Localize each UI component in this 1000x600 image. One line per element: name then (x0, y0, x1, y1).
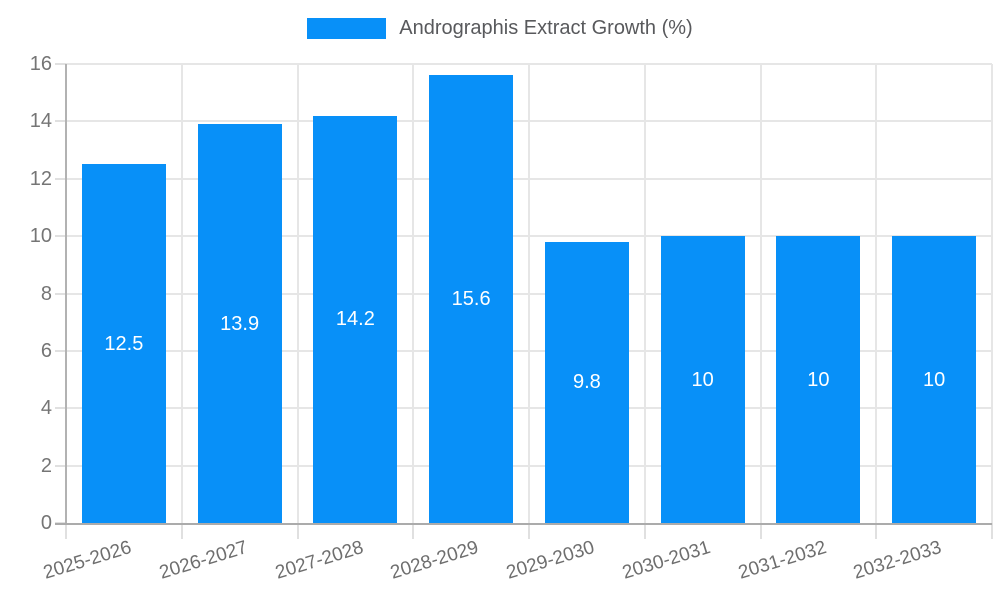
bar-value-label: 10 (923, 368, 946, 391)
bar (313, 115, 398, 523)
x-axis-tick (412, 523, 415, 539)
x-axis-tick-label: 2029-2030 (503, 537, 598, 584)
gridline-vertical (759, 64, 762, 523)
legend: Andrographis Extract Growth (%) (0, 17, 1000, 40)
y-axis-tick-label: 4 (40, 397, 52, 420)
y-axis-tick-label: 8 (40, 282, 52, 305)
gridline-vertical (643, 64, 646, 523)
bar-value-label: 14.2 (335, 308, 375, 331)
x-axis-tick-label: 2026-2027 (156, 537, 250, 584)
bar (544, 241, 629, 523)
x-axis-tick (528, 523, 530, 539)
x-axis-tick-label: 2025-2026 (40, 537, 135, 584)
bar (660, 236, 745, 523)
y-axis-tick-label: 2 (40, 454, 52, 477)
gridline-vertical (528, 64, 530, 523)
y-axis-line (65, 64, 67, 523)
x-axis-tick (643, 523, 646, 539)
bar-value-label: 13.9 (220, 312, 260, 335)
y-axis-tick (55, 63, 66, 65)
gridline-vertical (296, 64, 299, 523)
bar-value-label: 10 (807, 368, 830, 391)
x-axis-tick (65, 523, 67, 539)
x-axis-tick-label: 2032-2033 (851, 537, 945, 584)
bar (197, 124, 282, 523)
y-axis-tick-label: 14 (29, 110, 52, 133)
x-axis-tick (759, 523, 762, 539)
x-axis-tick-label: 2030-2031 (619, 537, 713, 584)
y-axis-tick (55, 235, 66, 238)
x-axis-line (55, 523, 992, 525)
x-axis-tick (296, 523, 299, 539)
y-axis-tick (55, 349, 66, 352)
gridline-vertical (412, 64, 415, 523)
x-axis-tick (180, 523, 183, 539)
y-axis-tick-label: 10 (29, 225, 52, 248)
bar (81, 164, 166, 523)
bar-value-label: 12.5 (104, 332, 144, 355)
x-axis-tick-label: 2028-2029 (388, 537, 482, 584)
y-axis-tick (55, 464, 66, 467)
x-axis-tick-label: 2031-2032 (735, 537, 829, 584)
gridline-vertical (875, 64, 878, 523)
bar (776, 236, 861, 523)
y-axis-tick (55, 120, 66, 123)
bar (892, 236, 977, 523)
gridline-vertical (991, 64, 993, 523)
legend-label: Andrographis Extract Growth (%) (399, 17, 693, 39)
x-axis-tick-label: 2027-2028 (272, 537, 366, 584)
bar-value-label: 10 (691, 368, 714, 391)
x-axis-tick (875, 523, 878, 539)
y-axis-tick-label: 0 (40, 512, 52, 534)
gridline-vertical (180, 64, 183, 523)
legend-swatch (307, 18, 387, 39)
bar-value-label: 15.6 (451, 288, 491, 311)
y-axis-tick-label: 6 (40, 339, 52, 362)
y-axis-tick-label: 12 (29, 167, 52, 190)
bar-value-label: 9.8 (572, 371, 601, 394)
y-axis-tick-label: 16 (29, 53, 52, 75)
bar (429, 75, 514, 523)
y-axis-tick (55, 292, 66, 295)
x-axis-tick (991, 523, 993, 539)
y-axis-tick (55, 407, 66, 410)
y-axis-tick (55, 177, 66, 180)
